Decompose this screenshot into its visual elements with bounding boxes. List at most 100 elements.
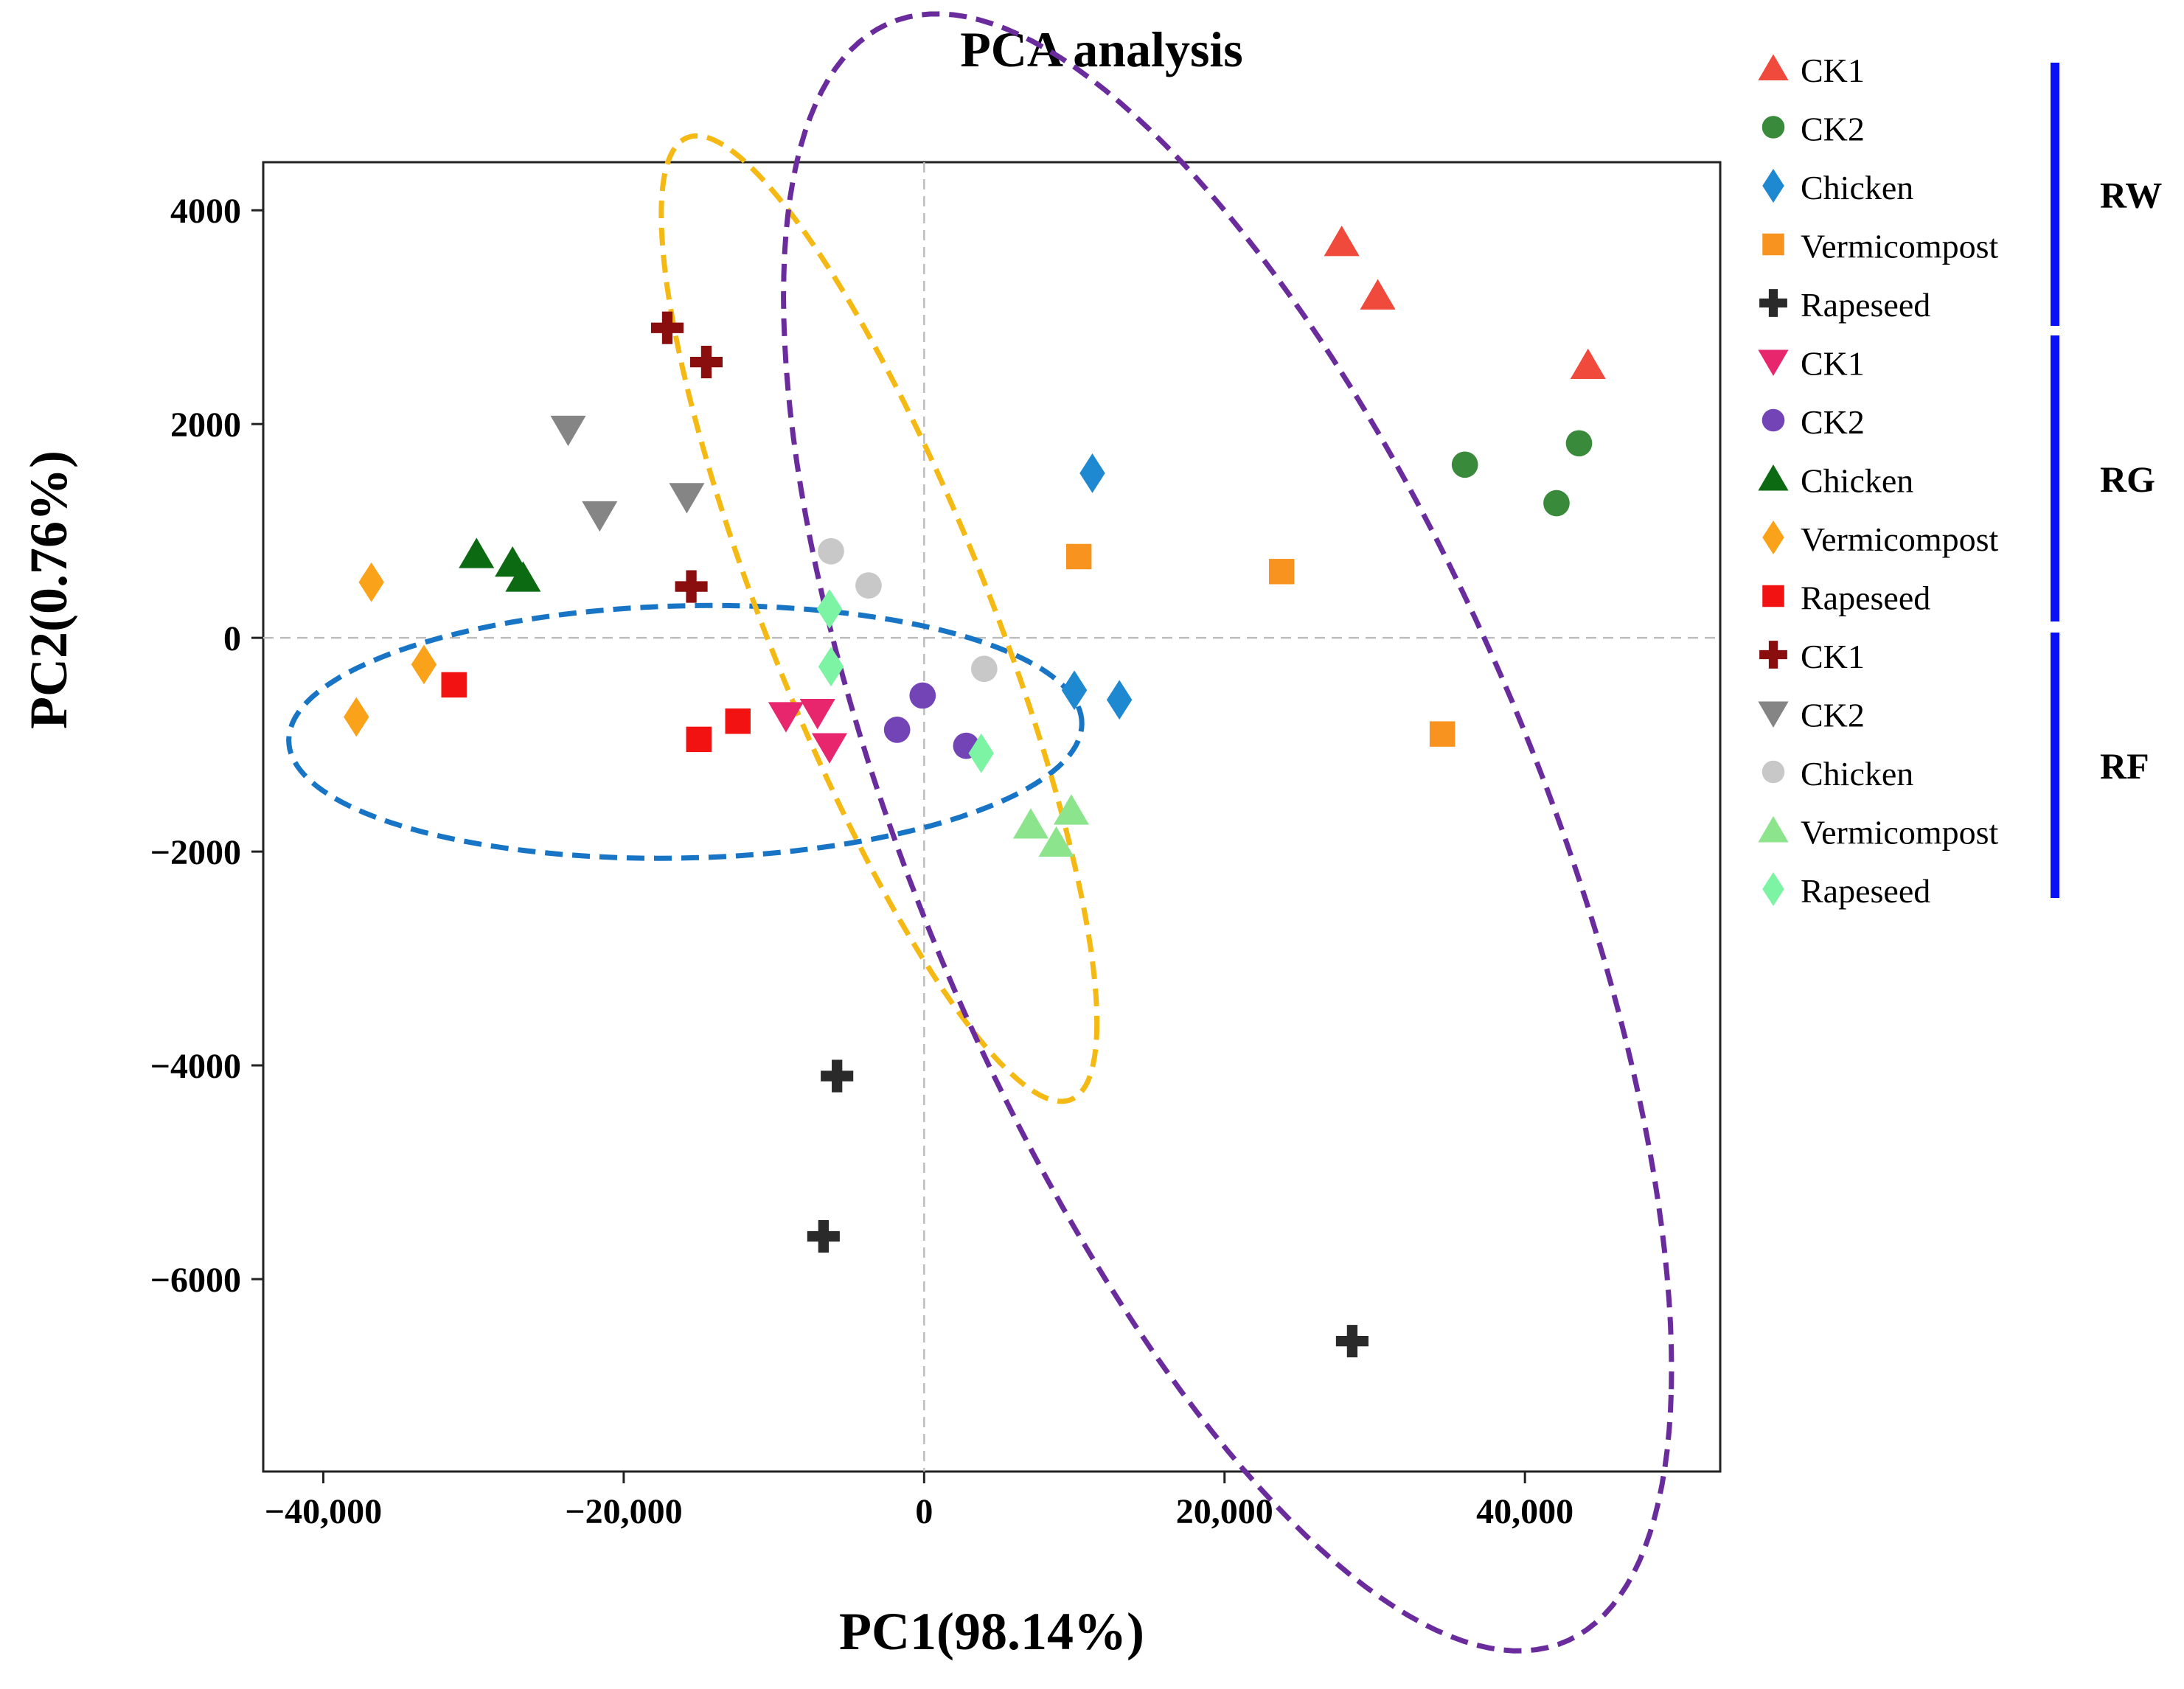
x-tick-label: 20,000 [1176, 1492, 1273, 1531]
data-point [686, 726, 712, 753]
data-point [650, 311, 684, 344]
series-1 [1324, 226, 1606, 380]
data-point [1429, 721, 1456, 747]
legend-label: CK1 [1801, 345, 1865, 383]
zero-lines [263, 162, 1720, 1472]
x-tick-label: −20,000 [565, 1492, 682, 1531]
plot-frame [262, 161, 1722, 1473]
data-point [669, 483, 705, 514]
series-2 [1451, 430, 1593, 517]
data-point [1565, 430, 1593, 457]
data-point [1061, 670, 1088, 711]
data-point [411, 644, 437, 685]
legend-item: Rapeseed [1759, 286, 1930, 324]
series-8 [459, 537, 541, 592]
y-tick-label: 2000 [170, 405, 241, 445]
legend-marker [1762, 233, 1784, 256]
data-point [1543, 490, 1570, 517]
confidence-ellipse-1 [286, 602, 1085, 861]
legend-label: Chicken [1801, 462, 1913, 500]
legend-item: Vermicompost [1762, 228, 1999, 265]
series-11 [650, 311, 723, 603]
data-point [1053, 794, 1090, 825]
y-axis-label: PC2(0.76%) [19, 450, 78, 729]
data-point [855, 572, 882, 599]
legend-item: Vermicompost [1762, 520, 1999, 558]
data-point [1451, 451, 1478, 478]
data-point [1570, 348, 1606, 380]
legend-marker [1758, 701, 1789, 728]
legend-label: Vermicompost [1801, 228, 1999, 265]
legend-marker [1759, 289, 1787, 317]
data-point [1268, 559, 1295, 585]
legend-item: Vermicompost [1758, 814, 1999, 852]
legend-label: CK1 [1801, 638, 1865, 675]
data-point [1012, 808, 1049, 839]
y-tick-label: 0 [223, 619, 241, 658]
series-15 [816, 589, 994, 773]
legend-label: Rapeseed [1801, 286, 1930, 324]
data-point [818, 537, 844, 565]
legend-marker [1759, 641, 1787, 669]
series-9 [344, 562, 437, 737]
legend-item: Rapeseed [1762, 871, 1930, 910]
x-axis-label: PC1(98.14%) [839, 1602, 1144, 1661]
data-point [689, 346, 723, 379]
legend-label: Chicken [1801, 755, 1913, 793]
legend-marker [1762, 408, 1785, 432]
legend-item: CK1 [1758, 345, 1865, 383]
data-point [459, 537, 495, 568]
legend-label: CK2 [1801, 697, 1865, 734]
confidence-ellipses [286, 11, 1674, 1654]
legend-marker [1762, 760, 1785, 784]
legend-marker [1758, 816, 1789, 843]
data-point [1324, 226, 1360, 257]
x-tick-label: 40,000 [1476, 1492, 1573, 1531]
legend-marker [1762, 871, 1784, 907]
legend-item: Chicken [1758, 462, 1913, 500]
data-point [358, 562, 384, 602]
data-point [816, 589, 843, 629]
data-point [550, 415, 586, 447]
legend-label: Chicken [1801, 169, 1913, 206]
data-point [811, 733, 848, 764]
legend-label: Rapeseed [1801, 872, 1930, 910]
legend-item: CK1 [1759, 638, 1865, 675]
data-point [1106, 680, 1133, 720]
legend-item: Chicken [1762, 168, 1913, 206]
series-4 [1065, 543, 1456, 747]
data-point [725, 708, 751, 734]
series-14 [1012, 794, 1090, 857]
legend-label: CK2 [1801, 111, 1865, 148]
data-point [1079, 453, 1105, 493]
data-point [1038, 826, 1074, 857]
legend-group-label: RW [2100, 175, 2162, 216]
series-3 [1061, 453, 1133, 720]
data-point [799, 699, 835, 730]
legend-marker [1762, 585, 1784, 607]
series-5 [807, 1059, 1369, 1358]
data-point [441, 672, 467, 698]
legend-marker [1762, 116, 1785, 139]
legend-item: CK2 [1758, 697, 1865, 734]
series-12 [550, 415, 705, 532]
legend-marker [1758, 464, 1789, 491]
data-point [768, 702, 804, 733]
data-point [883, 716, 911, 743]
legend-item: Chicken [1762, 755, 1913, 793]
data-point [968, 733, 994, 773]
y-tick-label: −2000 [150, 833, 241, 872]
data-points [344, 226, 1606, 1358]
x-axis-ticks: −40,000 −20,000 0 20,000 40,000 [265, 1472, 1573, 1531]
legend-marker [1762, 168, 1784, 203]
data-point [970, 655, 998, 683]
confidence-ellipse-2 [658, 133, 1100, 1104]
legend-marker [1758, 349, 1789, 376]
legend-item: Rapeseed [1762, 579, 1930, 617]
data-point [821, 1059, 854, 1093]
data-point [675, 570, 708, 603]
data-point [909, 682, 936, 709]
y-axis-ticks: −6000 −4000 −2000 0 2000 4000 [150, 192, 263, 1300]
legend: CK1 CK2 Chicken Vermicompost Rapeseed CK1 CK2 C… [1758, 52, 2162, 910]
